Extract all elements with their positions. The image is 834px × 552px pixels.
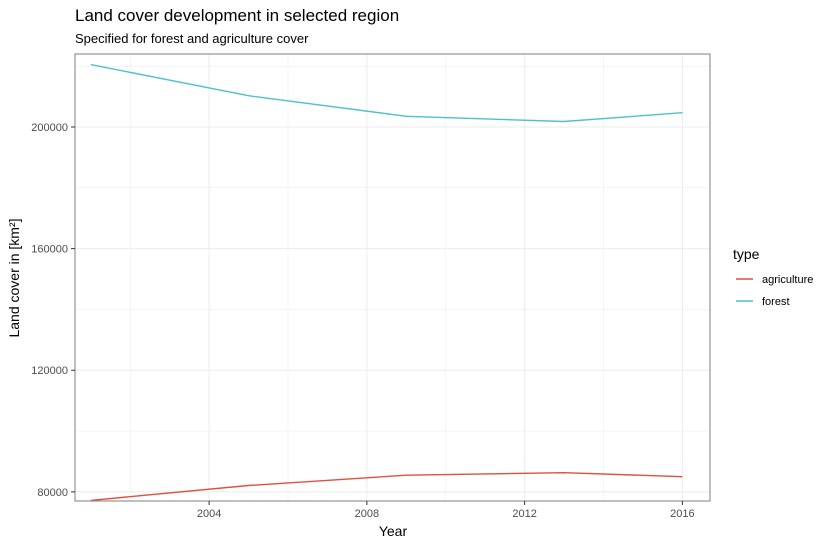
x-tick-label: 2016 bbox=[670, 508, 694, 520]
x-tick-label: 2004 bbox=[197, 508, 221, 520]
chart-subtitle: Specified for forest and agriculture cov… bbox=[75, 31, 309, 46]
plot-background bbox=[75, 54, 710, 501]
y-tick-label: 80000 bbox=[37, 487, 68, 499]
plot-panel bbox=[74, 53, 711, 502]
legend-label-agriculture: agriculture bbox=[762, 274, 813, 286]
grid-minor bbox=[75, 54, 710, 501]
x-tick-label: 2008 bbox=[355, 508, 379, 520]
x-axis-ticks: 2004 2008 2012 2016 bbox=[197, 501, 695, 520]
y-tick-label: 160000 bbox=[31, 244, 68, 256]
plot-border bbox=[74, 53, 711, 502]
chart-title: Land cover development in selected regio… bbox=[75, 6, 399, 25]
grid-major bbox=[75, 54, 710, 501]
y-tick-label: 200000 bbox=[31, 122, 68, 134]
series-lines bbox=[90, 63, 683, 502]
series-line-forest bbox=[90, 63, 683, 123]
series-line-agriculture bbox=[90, 472, 683, 502]
legend-items: agriculture forest bbox=[736, 274, 813, 308]
y-axis-ticks: 80000 120000 160000 200000 bbox=[31, 122, 75, 499]
legend-label-forest: forest bbox=[762, 296, 790, 308]
x-axis-label: Year bbox=[379, 523, 408, 539]
x-tick-label: 2012 bbox=[512, 508, 536, 520]
legend: type agriculture forest bbox=[733, 246, 813, 308]
y-axis-label: Land cover in [km²] bbox=[6, 218, 22, 337]
legend-title: type bbox=[733, 246, 760, 262]
y-tick-label: 120000 bbox=[31, 365, 68, 377]
